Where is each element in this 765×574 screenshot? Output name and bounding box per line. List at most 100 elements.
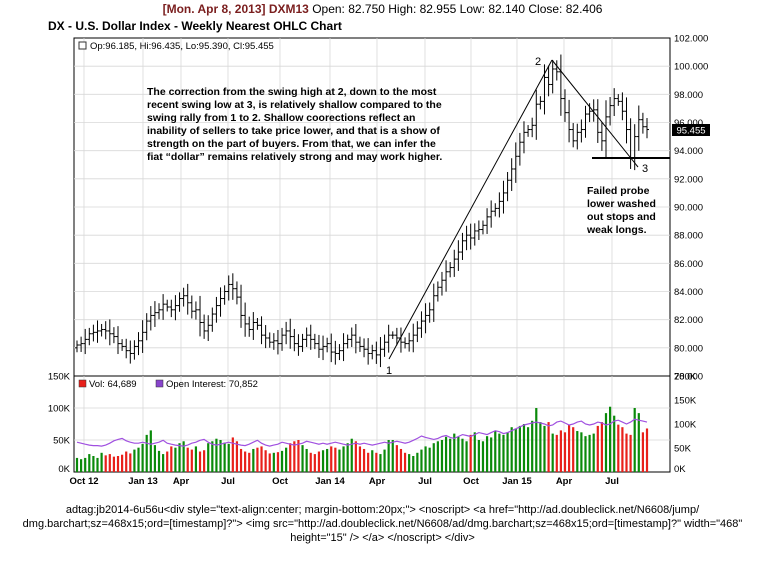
volume-bar: [531, 420, 534, 472]
annotation-line: inability of sellers to take price lower…: [147, 125, 440, 137]
volume-bar: [321, 450, 325, 472]
x-tick-label: Jan 14: [315, 476, 345, 487]
price-tick-label: 102.000: [674, 34, 708, 45]
ohlc-bar: [271, 333, 276, 350]
ohlc-bar: [608, 96, 613, 126]
volume-bar: [567, 424, 571, 472]
x-tick-label: Oct: [463, 476, 480, 487]
price-tick-label: 86.000: [674, 259, 703, 270]
volume-bar: [387, 440, 390, 472]
volume-bar: [502, 434, 505, 472]
price-tick-label: 82.000: [674, 315, 703, 326]
price-tick-label: 100.000: [674, 62, 708, 73]
ohlc-bar: [148, 306, 153, 331]
volume-bar: [559, 430, 562, 472]
volume-bar: [231, 437, 234, 472]
volume-bar: [211, 441, 214, 472]
ohlc-bar: [645, 118, 649, 139]
ohlc-bar: [530, 117, 535, 138]
volume-bar: [551, 433, 554, 472]
ohlc-bar: [173, 295, 178, 321]
volume-bar: [403, 452, 407, 472]
ohlc-bar: [534, 89, 539, 140]
volume-bar: [485, 436, 489, 472]
price-tick-label: 96.000: [674, 118, 703, 129]
volume-bar: [174, 447, 177, 472]
volume-bar: [145, 434, 148, 472]
ohlc-bar: [136, 332, 141, 356]
x-tick-label: Oct 12: [69, 476, 98, 487]
volume-bar: [264, 450, 267, 472]
volume-bar: [289, 443, 292, 472]
volume-bar: [207, 443, 210, 472]
volume-bar: [100, 452, 103, 472]
ohlc-bar: [316, 334, 321, 358]
ohlc-bar: [480, 220, 485, 235]
volume-bar: [334, 447, 337, 472]
ohlc-bar: [419, 311, 424, 338]
ohlc-bar: [87, 327, 92, 346]
ohlc-bar: [214, 296, 219, 323]
volume-bar: [186, 447, 189, 472]
volume-bar: [92, 456, 95, 472]
ohlc-bar: [341, 333, 346, 362]
volume-bar: [444, 436, 448, 472]
volume-bar: [522, 424, 526, 472]
ohlc-bar: [509, 158, 514, 191]
oi-legend-swatch: [155, 379, 164, 388]
price-tick-label: 80.000: [674, 343, 703, 354]
volume-bar: [280, 450, 284, 472]
volume-bar: [490, 437, 493, 472]
ohlc-bar: [476, 220, 481, 241]
volume-bar: [80, 459, 83, 472]
volume-bar: [194, 446, 198, 472]
ohlc-bar: [103, 321, 108, 340]
ohlc-bar: [403, 337, 408, 349]
main-annotation: The correction from the swing high at 2,…: [147, 86, 442, 163]
volume-bar: [494, 431, 497, 472]
volume-bar: [395, 445, 398, 472]
volume-bar: [625, 433, 628, 472]
volume-bar: [543, 425, 546, 472]
price-tick-label: 90.000: [674, 203, 703, 214]
ohlc-bar: [444, 260, 449, 292]
ohlc-bar: [427, 302, 432, 323]
volume-bar: [256, 447, 259, 472]
volume-bar: [305, 448, 308, 472]
ohlc-bar: [472, 223, 477, 246]
ohlc-bar: [554, 60, 559, 81]
ohlc-bar: [579, 119, 584, 143]
ohlc-bar: [394, 327, 399, 346]
volume-bar: [412, 456, 415, 472]
volume-bar: [75, 457, 79, 472]
ohlc-bar: [546, 65, 551, 97]
ohlc-bar: [497, 192, 502, 218]
ohlc-bar: [161, 294, 166, 320]
ohlc-bar: [267, 332, 272, 348]
ohlc-bar: [595, 99, 600, 143]
oi-tick-label: 150K: [674, 396, 697, 407]
probe-annotation: Failed probe lower washed out stops and …: [586, 185, 656, 236]
ohlc-bar: [251, 312, 256, 340]
volume-bar: [526, 427, 530, 472]
volume-bar: [227, 443, 230, 472]
volume-bar: [461, 438, 464, 472]
ohlc-bar: [489, 200, 494, 228]
ohlc-bar: [230, 273, 235, 300]
ohlc-bar: [140, 320, 145, 353]
ad-tag-footer: adtag:jb2014-6u56u<div style="text-align…: [0, 503, 765, 545]
x-axis: Oct 12 Jan 13 Apr Jul Oct Jan 14 Apr Jul Oct Jan …: [69, 476, 618, 487]
volume-bar: [108, 454, 111, 472]
ohlc-bar: [218, 287, 223, 317]
ohlc-bar: [202, 314, 207, 339]
annotation-line: The correction from the swing high at 2,…: [147, 86, 437, 98]
volume-bar: [588, 434, 591, 472]
volume-bar: [506, 432, 509, 472]
oi-legend: Open Interest: 70,852: [166, 379, 258, 390]
oi-tick-label: 0K: [674, 464, 686, 475]
last-price-box: [672, 124, 710, 136]
ohlc-chart: 78.000 80.000 82.000 84.000 86.000 88.000 90.0…: [48, 34, 710, 487]
volume-bar: [510, 427, 513, 472]
volume-bar: [645, 428, 649, 472]
ohlc-bar: [333, 340, 338, 365]
